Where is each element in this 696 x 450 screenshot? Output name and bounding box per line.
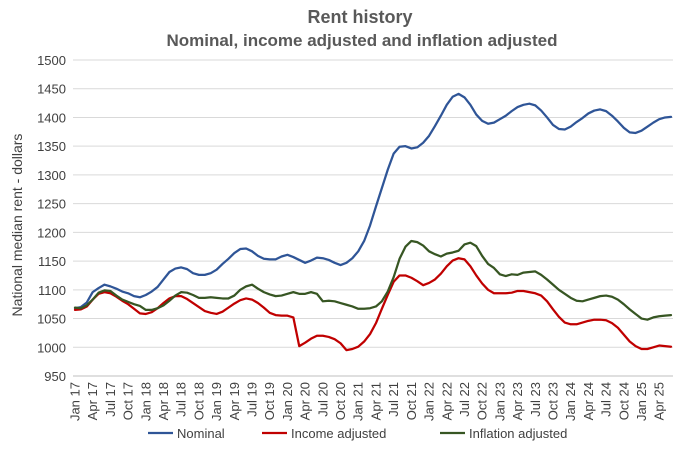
y-axis-ticks: 950 1000 1050 1100 1150 1200 1250 1300 1350 1400 1…	[37, 53, 66, 384]
x-tick-label-Jan-24: Jan 24	[563, 382, 578, 421]
x-tick-label-Apr-25: Apr 25	[652, 382, 667, 420]
y-tick-label-1200: 1200	[37, 225, 66, 240]
x-tick-label-Jan-21: Jan 21	[351, 382, 366, 421]
legend-label-1: Income adjusted	[291, 426, 386, 441]
x-tick-label-Apr-22: Apr 22	[439, 382, 454, 420]
x-tick-label-Jan-19: Jan 19	[209, 382, 224, 421]
x-tick-label-Jul-21: Jul 21	[386, 382, 401, 417]
x-tick-label-Jul-17: Jul 17	[103, 382, 118, 417]
x-tick-label-Oct-20: Oct 20	[333, 382, 348, 420]
x-tick-label-Jan-17: Jan 17	[68, 382, 83, 421]
x-tick-label-Oct-17: Oct 17	[121, 382, 136, 420]
y-tick-label-1300: 1300	[37, 168, 66, 183]
chart-subtitle: Nominal, income adjusted and inflation a…	[166, 31, 557, 50]
x-tick-label-Jul-23: Jul 23	[528, 382, 543, 417]
x-tick-label-Jul-24: Jul 24	[599, 382, 614, 417]
x-tick-label-Jan-23: Jan 23	[492, 382, 507, 421]
y-tick-label-1350: 1350	[37, 139, 66, 154]
x-tick-label-Apr-23: Apr 23	[510, 382, 525, 420]
y-tick-label-1150: 1150	[38, 254, 66, 269]
x-tick-label-Jul-19: Jul 19	[245, 382, 260, 417]
x-tick-label-Jan-20: Jan 20	[280, 382, 295, 421]
x-tick-label-Oct-24: Oct 24	[616, 382, 631, 420]
y-tick-label-1500: 1500	[37, 53, 66, 68]
y-tick-label-1250: 1250	[37, 197, 66, 212]
legend-label-0: Nominal	[177, 426, 225, 441]
y-tick-label-1100: 1100	[38, 283, 66, 298]
x-tick-label-Apr-20: Apr 20	[298, 382, 313, 420]
y-tick-label-1050: 1050	[37, 312, 66, 327]
x-tick-label-Apr-17: Apr 17	[85, 382, 100, 420]
y-tick-label-1400: 1400	[37, 110, 66, 125]
series-line-0	[73, 92, 673, 310]
x-tick-label-Oct-22: Oct 22	[475, 382, 490, 420]
series-line-2	[73, 239, 673, 321]
x-tick-label-Apr-18: Apr 18	[156, 382, 171, 420]
x-tick-label-Jul-20: Jul 20	[315, 382, 330, 417]
chart-title: Rent history	[307, 7, 412, 27]
x-tick-label-Jan-18: Jan 18	[138, 382, 153, 421]
x-tick-label-Jul-18: Jul 18	[174, 382, 189, 417]
x-tick-label-Oct-19: Oct 19	[262, 382, 277, 420]
x-tick-label-Apr-21: Apr 21	[368, 382, 383, 420]
series-lines	[73, 92, 673, 352]
x-tick-label-Jul-22: Jul 22	[457, 382, 472, 417]
x-axis-ticks: Jan 17 Apr 17 Jul 17 Oct 17 Jan 18 Apr 18 Jul …	[68, 375, 673, 421]
grid-lines	[73, 59, 673, 377]
x-tick-label-Apr-24: Apr 24	[581, 382, 596, 420]
x-tick-label-Jan-22: Jan 22	[422, 382, 437, 421]
legend: Nominal Income adjusted Inflation adjusted	[148, 426, 567, 441]
x-tick-label-Apr-19: Apr 19	[227, 382, 242, 420]
legend-label-2: Inflation adjusted	[469, 426, 567, 441]
x-tick-label-Oct-23: Oct 23	[545, 382, 560, 420]
x-tick-label-Oct-18: Oct 18	[191, 382, 206, 420]
x-tick-label-Jan-25: Jan 25	[634, 382, 649, 421]
y-tick-label-1000: 1000	[37, 340, 66, 355]
y-axis-title: National median rent - dollars	[9, 134, 25, 317]
x-tick-label-Oct-21: Oct 21	[404, 382, 419, 420]
y-tick-label-1450: 1450	[37, 82, 66, 97]
y-tick-label-950: 950	[44, 369, 66, 384]
